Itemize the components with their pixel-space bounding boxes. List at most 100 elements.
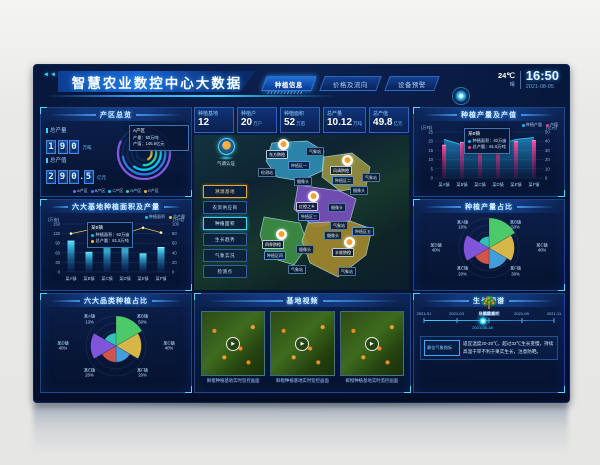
map-layer-button[interactable]: 检测点 [203,265,247,278]
sensor-tag: 摄像头 [294,177,312,186]
svg-text:某E镇: 某E镇 [137,275,148,282]
panel-title: 六大品类种植占比 [84,297,148,305]
legend-label: B产区 [94,188,106,193]
video-thumbnail[interactable]: ▶ [270,311,335,376]
sensor-tag: 摄像头 [328,203,346,212]
rose-slice[interactable] [488,217,516,249]
panel-category-share: 六大品类种植占比 某B镇 50% 某C镇 40% 某F镇 20% 某E镇 20% 某D镇 40% 某… [40,293,192,393]
legend-dot [144,189,148,193]
legend-item[interactable]: 种植产量 [522,122,542,128]
digit: 0 [69,170,79,184]
legend-label: 总产量 [173,214,185,219]
region-name-tag: 红橙之乡 [296,202,318,211]
stage-label: 萌芽期 [482,311,496,316]
timeline-tick-mark [456,318,457,323]
play-icon: ▶ [226,336,241,351]
slice-pct: 40% [58,346,68,351]
svg-text:40: 40 [545,139,550,144]
legend-item[interactable]: A产区 [73,188,88,194]
slice-pct: 40% [164,346,174,351]
legend-label: 种植产量 [526,122,542,127]
rose-slice[interactable] [101,345,117,363]
legend-item[interactable]: C产区 [108,188,123,194]
header-tab[interactable]: 设备预警 [384,76,440,91]
video-thumbnail[interactable]: ▶ [201,311,266,376]
certification-label: 气调认证 [217,161,235,166]
rose-slice[interactable] [115,315,143,347]
slice-name: 某D镇 [430,242,442,248]
timeline-tick: 2021-03 [449,311,464,316]
zone-tag: 种植区三 [298,212,320,221]
ring-chart [116,125,172,181]
slice-name: 某D镇 [57,340,69,346]
slider-handle[interactable] [478,316,487,325]
rose-slice[interactable] [478,236,490,249]
svg-text:25: 25 [428,130,433,135]
rose-slice[interactable] [115,332,142,360]
timeline-tick-mark [553,318,555,323]
rose-slice[interactable] [90,332,117,360]
svg-text:10: 10 [545,166,550,171]
svg-text:60: 60 [172,241,177,246]
map-layer-button[interactable]: 气象实况 [203,249,247,262]
stat-unit: 万户 [253,121,263,126]
sensor-tag: 气象站 [306,147,324,156]
svg-text:某F镇: 某F镇 [156,275,167,282]
legend-dot [169,215,172,219]
timeline-slider: 2021-06-18 2021-01 2021-03 2021-07 2021-09 2… [417,309,562,331]
rose-slice[interactable] [488,234,515,262]
legend-item[interactable]: B产区 [90,188,106,194]
stat-card: 种植户 20万户 [237,107,277,133]
area-bar-chart: 0 0 5 10 10 20 15 30 20 40 25 50 (万吨) (亿元) 某A镇 某B镇 某C镇 某D… [421,124,558,188]
tab-label: 价格及流向 [333,81,368,89]
slice-label: 某F镇 20% [137,367,148,378]
map-layer-button[interactable]: 溯源基地 [203,185,247,198]
panel-title: 六大基地种植面积及产量 [72,203,160,211]
screen-shadow [33,399,568,409]
legend-dot [145,215,148,219]
map-layer-button[interactable]: 生长趋势 [203,233,247,246]
sensor-tag: 摄像头 [350,186,368,195]
svg-text:某D镇: 某D镇 [119,275,130,282]
legend-item[interactable]: 种植面积 [145,214,165,220]
legend-label: 产值 [550,122,558,127]
legend-dot [522,123,525,127]
rose-slice[interactable] [104,332,117,347]
svg-text:0: 0 [172,270,175,275]
weather-tip: 最佳气象指标 适宜温度20-30℃，超过32℃生长变慢，持续高温干旱不利于果实生… [420,336,558,360]
slice-name: 某B镇 [136,313,149,319]
map-area: 气调认证 溯源基地 农资供应商 种植面积 生长趋势 气象实况 检测点 东方脐橙 种植区一 气象… [194,135,409,290]
orange-fruit-icon [278,139,289,150]
svg-text:某B镇: 某B镇 [456,181,467,188]
svg-text:某F镇: 某F镇 [529,181,540,188]
legend-item[interactable]: E产区 [144,188,159,194]
rose-slice[interactable] [115,345,131,363]
rose-slice[interactable] [463,234,490,262]
arrow-decoration-icon: ◄◄◄◄ [43,72,71,78]
svg-text:(万吨): (万吨) [173,216,185,223]
legend-item[interactable]: D产区 [126,188,141,194]
digit: 1 [46,140,56,154]
map-layer-button[interactable]: 种植面积 [203,217,247,230]
stage-label: 枝梢生长期 [478,311,500,316]
header-tab[interactable]: 价格及流向 [319,76,382,91]
svg-text:20: 20 [172,260,177,265]
header-tab[interactable]: 种植信息 [261,76,317,91]
svg-text:0: 0 [545,176,548,181]
video-thumbnail[interactable]: ▶ [339,311,404,376]
legend-item[interactable]: 总产量 [169,214,185,220]
sensor-tag: 摄像头 [296,245,314,254]
total-value-label: 总产值 [46,156,106,164]
legend-label: E产区 [148,188,159,193]
rose-slice[interactable] [474,247,490,265]
rose-slice[interactable] [488,247,508,270]
legend-dot [73,189,77,193]
legend-item[interactable]: 产值 [546,122,558,128]
zone-tag: 种植区四 [264,251,286,260]
slice-pct: 10% [458,224,467,230]
slice-pct: 50% [138,319,147,325]
certification-badge: 气调认证 [206,138,246,167]
map-layer-button[interactable]: 农资供应商 [203,201,247,214]
play-icon: ▶ [295,336,310,351]
